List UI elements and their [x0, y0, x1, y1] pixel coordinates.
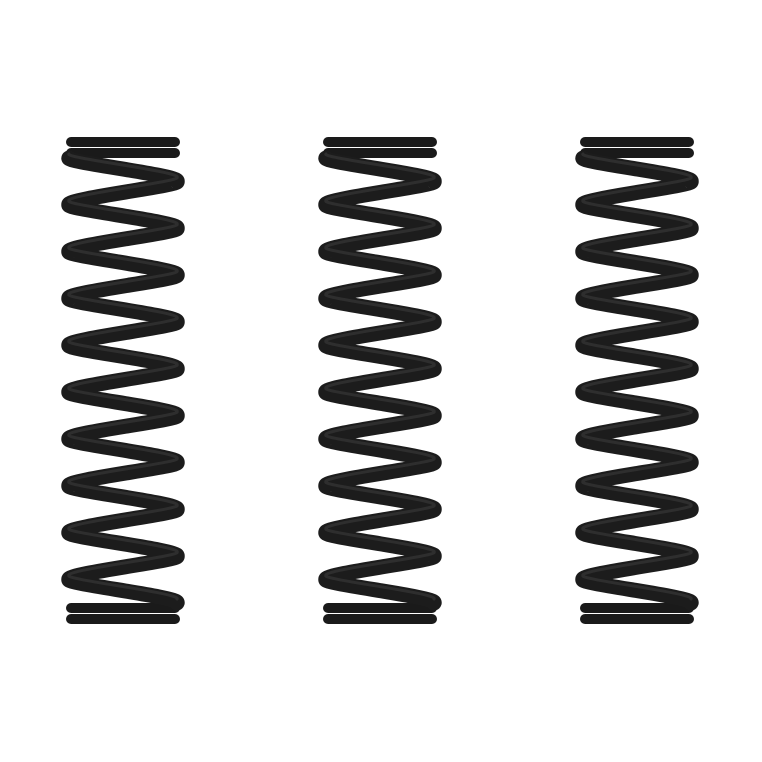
spring	[575, 137, 699, 624]
coil-highlight	[581, 152, 693, 601]
spring	[61, 137, 185, 624]
coil-highlight	[324, 152, 436, 601]
spring	[318, 137, 442, 624]
coil-highlight	[67, 152, 179, 601]
